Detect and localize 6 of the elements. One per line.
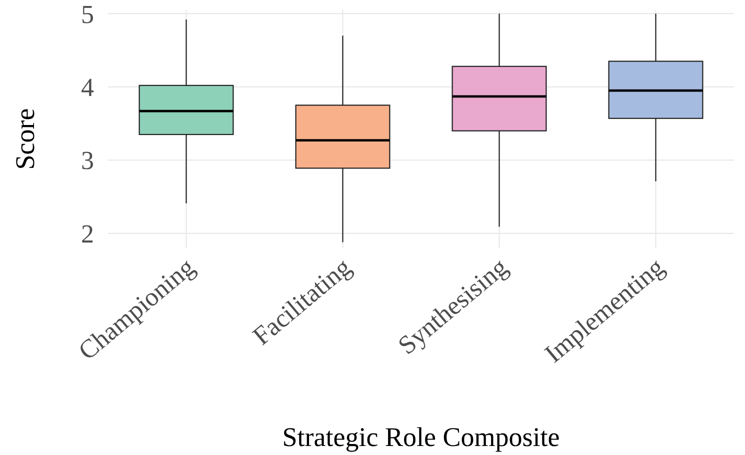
x-axis-title: Strategic Role Composite xyxy=(282,422,560,452)
y-tick-label: 3 xyxy=(81,146,94,176)
y-axis-title: Score xyxy=(10,108,40,170)
y-tick-label: 2 xyxy=(81,219,94,248)
y-tick-label: 4 xyxy=(81,72,94,102)
y-tick-label: 5 xyxy=(81,0,94,29)
